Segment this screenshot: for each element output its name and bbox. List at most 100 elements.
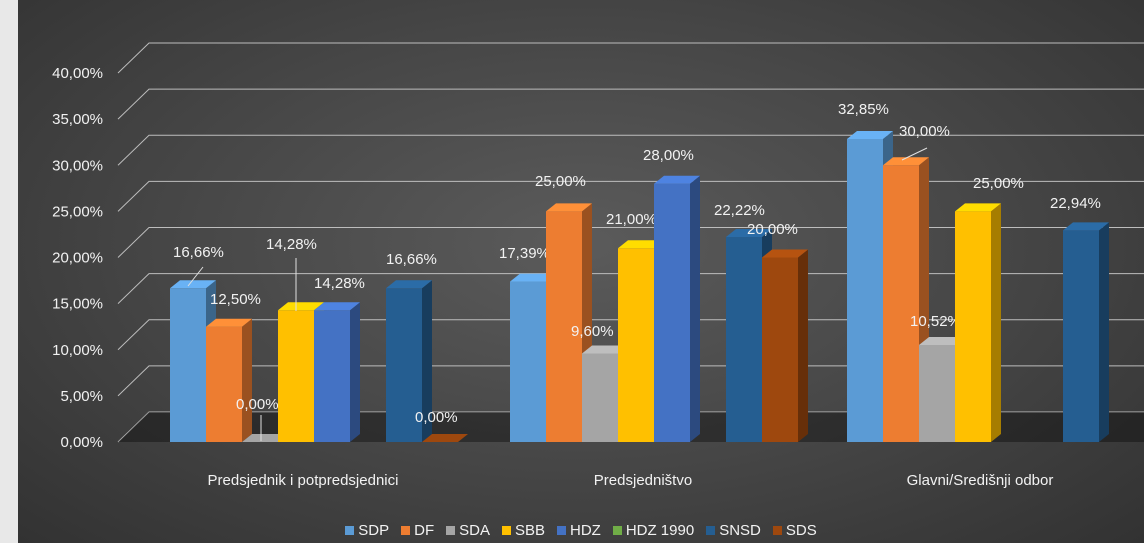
bar-top xyxy=(510,273,556,282)
bar-sbb xyxy=(618,248,654,442)
data-label: 10,52% xyxy=(910,313,961,330)
bar-snsd xyxy=(726,237,762,442)
legend-label: SDS xyxy=(785,522,817,539)
legend-swatch xyxy=(556,526,566,535)
data-label: 16,66% xyxy=(173,244,224,261)
legend-label: HDZ 1990 xyxy=(625,522,695,539)
bar-top xyxy=(654,175,700,184)
legend-swatch xyxy=(772,526,782,535)
data-label: 9,60% xyxy=(571,323,614,340)
bar-sbb xyxy=(955,211,991,442)
bar-side xyxy=(242,318,252,442)
gridline xyxy=(117,180,1144,212)
bar-side xyxy=(350,302,360,442)
bar-top xyxy=(206,318,252,327)
legend-item: SNSD xyxy=(706,522,761,539)
data-label: 32,85% xyxy=(838,101,889,118)
legend-item: HDZ xyxy=(556,522,601,539)
y-tick-label: 35,00% xyxy=(52,111,103,128)
gridline xyxy=(117,319,1144,351)
bar-df xyxy=(546,211,582,442)
data-label: 25,00% xyxy=(535,173,586,190)
leader-line xyxy=(187,266,204,287)
gridline xyxy=(117,273,1144,304)
chart-frame: 0,00% 5,00% 10,00% 15,00% 20,00% 25,00% 30,00%… xyxy=(18,0,1144,543)
data-label: 0,00% xyxy=(415,409,458,426)
data-label: 21,00% xyxy=(606,211,657,228)
bar-df xyxy=(206,326,242,442)
y-tick-label: 40,00% xyxy=(52,65,103,82)
legend-item: DF xyxy=(401,522,434,539)
legend-swatch xyxy=(345,526,355,535)
bar-side xyxy=(991,203,1001,442)
bar-sda xyxy=(582,353,618,442)
legend-label: SBB xyxy=(514,522,545,539)
y-tick-label: 0,00% xyxy=(60,434,103,451)
data-label: 0,00% xyxy=(236,396,279,413)
x-category-label: Glavni/Središnji odbor xyxy=(907,472,1054,489)
bar-top xyxy=(847,130,893,139)
legend-label: SNSD xyxy=(719,522,761,539)
bar-top xyxy=(1063,222,1109,231)
data-label: 30,00% xyxy=(899,123,950,140)
bar-snsd xyxy=(386,288,422,442)
bar-side xyxy=(422,280,432,442)
data-label: 16,66% xyxy=(386,251,437,268)
legend-item: SDA xyxy=(446,522,490,539)
y-tick-label: 30,00% xyxy=(52,157,103,174)
data-label: 28,00% xyxy=(643,147,694,164)
bar-hdz xyxy=(654,183,690,442)
bar-top xyxy=(314,302,360,311)
bar-sda xyxy=(242,434,288,442)
bar-chart: 0,00% 5,00% 10,00% 15,00% 20,00% 25,00% 30,00%… xyxy=(52,42,1144,489)
legend-label: HDZ xyxy=(569,522,601,539)
legend-label: SDA xyxy=(459,522,490,539)
legend-swatch xyxy=(401,526,411,535)
leader-line xyxy=(901,147,928,161)
gridline xyxy=(117,411,1144,443)
data-label: 22,22% xyxy=(714,202,765,219)
gridline xyxy=(117,88,1144,120)
bar-sds xyxy=(422,434,468,442)
legend-swatch xyxy=(446,526,456,535)
data-label: 17,39% xyxy=(499,245,550,262)
bar-sbb xyxy=(278,310,314,442)
bar-top xyxy=(278,302,324,311)
x-category-label: Predsjednik i potpredsjednici xyxy=(208,472,399,489)
bar-sda xyxy=(919,344,955,442)
legend-swatch xyxy=(706,526,716,535)
legend-item: SBB xyxy=(501,522,545,539)
data-label: 14,28% xyxy=(266,236,317,253)
bar-top xyxy=(582,345,628,354)
bar-top xyxy=(955,203,1001,212)
bar-snsd xyxy=(1063,230,1099,442)
y-tick-label: 5,00% xyxy=(60,388,103,405)
y-tick-label: 20,00% xyxy=(52,250,103,267)
bar-top xyxy=(386,280,432,289)
legend-item: SDS xyxy=(772,522,817,539)
gridline xyxy=(117,134,1144,166)
legend-item: SDP xyxy=(345,522,389,539)
x-category-label: Predsjedništvo xyxy=(594,472,692,489)
bar-top xyxy=(726,229,772,238)
bar-top xyxy=(883,157,929,166)
bar-side xyxy=(690,175,700,442)
gridline xyxy=(117,365,1144,397)
bar-top xyxy=(919,336,965,345)
bar-side xyxy=(1099,222,1109,442)
legend-label: SDP xyxy=(358,522,390,539)
bar-top xyxy=(618,240,664,249)
legend-label: DF xyxy=(414,522,435,539)
y-tick-label: 15,00% xyxy=(52,296,103,313)
bar-sds xyxy=(762,257,798,442)
bar-sdp xyxy=(170,288,206,442)
y-tick-label: 25,00% xyxy=(52,203,103,220)
bar-hdz xyxy=(314,310,350,442)
legend-item: HDZ 1990 xyxy=(612,522,695,539)
data-label: 14,28% xyxy=(314,275,365,292)
bar-sdp xyxy=(847,138,883,443)
data-label: 12,50% xyxy=(210,291,261,308)
bar-top xyxy=(546,203,592,212)
chart-legend: SDP DF SDA SBB HDZ HDZ 1990 SNSD SDS xyxy=(18,522,1144,539)
bar-top xyxy=(170,280,216,289)
